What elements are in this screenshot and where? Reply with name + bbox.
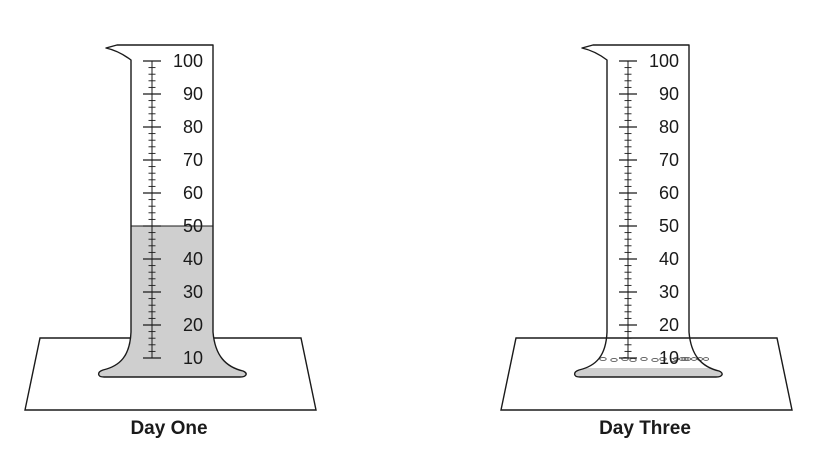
scale-label-40: 40 xyxy=(659,249,679,269)
scale-label-100: 100 xyxy=(649,51,679,71)
cylinder-outline xyxy=(97,44,247,378)
scale-label-70: 70 xyxy=(659,150,679,170)
scale-label-30: 30 xyxy=(183,282,203,302)
scale-label-20: 20 xyxy=(183,315,203,335)
scale-label-10: 10 xyxy=(659,348,679,368)
scale-label-70: 70 xyxy=(183,150,203,170)
scale: 100 90 80 70 60 50 40 30 20 10 xyxy=(619,51,679,368)
scale-label-80: 80 xyxy=(183,117,203,137)
cylinder-outline xyxy=(573,44,723,378)
scale-label-50: 50 xyxy=(183,216,203,236)
caption-day-three: Day Three xyxy=(599,418,691,439)
liquid-fill xyxy=(98,226,247,377)
scale-label-60: 60 xyxy=(659,183,679,203)
cylinder-day-one: 100 90 80 70 60 50 40 30 20 10 xyxy=(24,44,317,411)
scale: 100 90 80 70 60 50 40 30 20 10 xyxy=(143,51,203,368)
scale-label-40: 40 xyxy=(183,249,203,269)
scale-label-90: 90 xyxy=(183,84,203,104)
caption-day-one: Day One xyxy=(130,418,208,439)
scale-label-100: 100 xyxy=(173,51,203,71)
liquid-fill xyxy=(574,368,723,377)
scale-label-20: 20 xyxy=(659,315,679,335)
scale-label-90: 90 xyxy=(659,84,679,104)
scale-label-80: 80 xyxy=(659,117,679,137)
residue-specks xyxy=(599,356,710,363)
cylinder-day-three: 100 90 80 70 60 50 40 30 20 10 xyxy=(500,44,793,411)
scale-label-50: 50 xyxy=(659,216,679,236)
scale-label-60: 60 xyxy=(183,183,203,203)
scale-label-10: 10 xyxy=(183,348,203,368)
scale-label-30: 30 xyxy=(659,282,679,302)
